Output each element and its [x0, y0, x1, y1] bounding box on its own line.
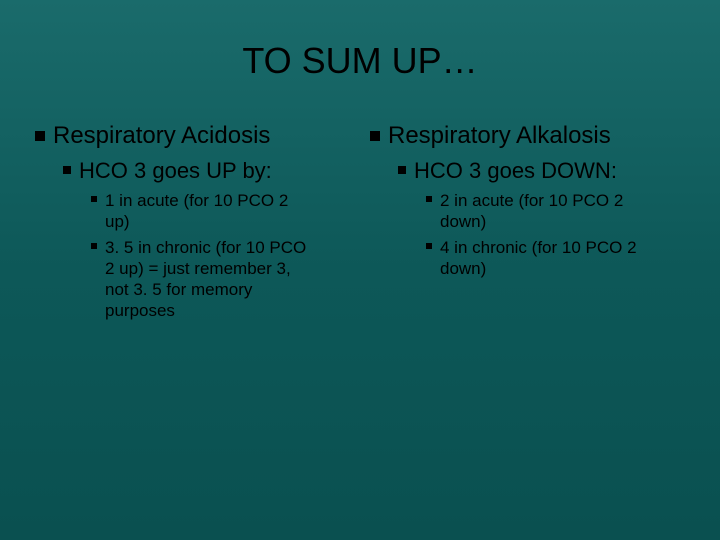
- detail-text: 4 in chronic (for 10 PCO 2 down): [440, 237, 650, 280]
- content-columns: Respiratory Acidosis HCO 3 goes UP by: 1…: [35, 122, 685, 326]
- slide-title: TO SUM UP…: [35, 40, 685, 82]
- bullet-icon: [370, 131, 380, 141]
- bullet-icon: [426, 196, 432, 202]
- subheading: HCO 3 goes UP by:: [79, 158, 272, 184]
- bullet-icon: [91, 243, 97, 249]
- slide: TO SUM UP… Respiratory Acidosis HCO 3 go…: [0, 0, 720, 540]
- detail-text: 2 in acute (for 10 PCO 2 down): [440, 190, 650, 233]
- column-heading: Respiratory Alkalosis: [388, 122, 611, 150]
- bullet-icon: [63, 166, 71, 174]
- bullet-icon: [35, 131, 45, 141]
- detail-text: 3. 5 in chronic (for 10 PCO 2 up) = just…: [105, 237, 315, 322]
- list-item: 3. 5 in chronic (for 10 PCO 2 up) = just…: [91, 237, 350, 322]
- bullet-icon: [91, 196, 97, 202]
- list-item: 1 in acute (for 10 PCO 2 up): [91, 190, 350, 233]
- left-column: Respiratory Acidosis HCO 3 goes UP by: 1…: [35, 122, 350, 326]
- list-item: Respiratory Alkalosis: [370, 122, 685, 150]
- list-item: HCO 3 goes DOWN:: [398, 158, 685, 184]
- subheading: HCO 3 goes DOWN:: [414, 158, 617, 184]
- bullet-icon: [426, 243, 432, 249]
- list-item: 2 in acute (for 10 PCO 2 down): [426, 190, 685, 233]
- detail-text: 1 in acute (for 10 PCO 2 up): [105, 190, 315, 233]
- list-item: Respiratory Acidosis: [35, 122, 350, 150]
- list-item: 4 in chronic (for 10 PCO 2 down): [426, 237, 685, 280]
- column-heading: Respiratory Acidosis: [53, 122, 270, 150]
- list-item: HCO 3 goes UP by:: [63, 158, 350, 184]
- bullet-icon: [398, 166, 406, 174]
- right-column: Respiratory Alkalosis HCO 3 goes DOWN: 2…: [370, 122, 685, 326]
